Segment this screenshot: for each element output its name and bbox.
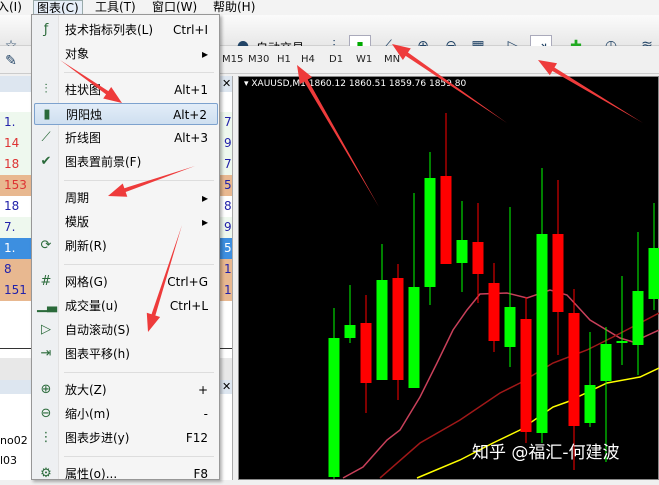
candle-body	[329, 338, 340, 477]
menu-item[interactable]: ƒ 技术指标列表(L) Ctrl+I	[34, 19, 218, 41]
menu-item-label: 成交量(u)	[65, 295, 118, 317]
menu-item-label: 属性(o)...	[65, 463, 117, 485]
menu-item-shortcut: F8	[193, 463, 208, 485]
menu-item-label: 缩小(m)	[65, 403, 110, 425]
volume-icon: ▁▃	[37, 297, 55, 315]
menu-item-label: 技术指标列表(L)	[65, 19, 153, 41]
line-chart-icon: ⟋	[37, 129, 55, 147]
menu-separator	[64, 456, 214, 457]
menu-separator	[64, 264, 214, 265]
candle-body	[537, 234, 548, 433]
menu-item[interactable]: ⟋ 折线图 Alt+3	[34, 127, 218, 149]
candle-body	[345, 325, 356, 338]
candle-body	[409, 287, 420, 388]
menu-item-shortcut: ▸	[202, 43, 208, 65]
candle-body	[425, 178, 436, 287]
candle-body	[505, 307, 516, 347]
candle-body	[393, 278, 404, 380]
menu-item[interactable]: ⟳ 刷新(R)	[34, 235, 218, 257]
menu-item-label: 模版	[65, 211, 89, 233]
candle-body	[633, 291, 644, 345]
menu-item-label: 图表置前景(F)	[65, 151, 141, 173]
candle-body	[441, 176, 452, 264]
menu-item[interactable]: # 网格(G) Ctrl+G	[34, 271, 218, 293]
menu-item[interactable]: ⇥ 图表平移(h)	[34, 343, 218, 365]
charts-dropdown-menu: ƒ 技术指标列表(L) Ctrl+I 对象 ▸ ⫶ 柱状图 Alt+1 ▮ 阴阳烛 Alt+2 ⟋ 折线…	[31, 14, 220, 480]
menu-item[interactable]: ▮ 阴阳烛 Alt+2	[34, 103, 218, 125]
candle-body	[361, 323, 372, 383]
candle-body	[377, 280, 388, 380]
menu-item-shortcut: F12	[186, 427, 208, 449]
menu-item-shortcut: -	[204, 403, 208, 425]
menu-item-shortcut: ▸	[202, 211, 208, 233]
menu-item-label: 对象	[65, 43, 89, 65]
menu-item[interactable]: ⊕ 放大(Z) +	[34, 379, 218, 401]
menu-item-label: 折线图	[65, 127, 101, 149]
refresh-icon: ⟳	[37, 237, 55, 255]
menu-item-shortcut: Ctrl+G	[167, 271, 208, 293]
menu-item-shortcut: ▸	[202, 187, 208, 209]
zoom-out-icon: ⊖	[37, 405, 55, 423]
candle-body	[569, 313, 580, 426]
menu-item[interactable]: ✔ 图表置前景(F)	[34, 151, 218, 173]
menu-item-label: 图表平移(h)	[65, 343, 130, 365]
menu-item[interactable]: ⊖ 缩小(m) -	[34, 403, 218, 425]
menu-item[interactable]: 对象 ▸	[34, 43, 218, 65]
menu-item-shortcut: Alt+1	[174, 79, 208, 101]
auto-scroll-icon: ▷	[37, 321, 55, 339]
zoom-in-icon: ⊕	[37, 381, 55, 399]
properties-icon: ⚙	[37, 465, 55, 483]
watermark: 知乎 @福汇-何建波	[472, 438, 620, 463]
menu-item-label: 周期	[65, 187, 89, 209]
candle-body	[489, 283, 500, 341]
chart-shift-icon: ⇥	[37, 345, 55, 363]
menu-item[interactable]: 周期 ▸	[34, 187, 218, 209]
menu-item[interactable]: ⚙ 属性(o)... F8	[34, 463, 218, 485]
menu-item-label: 放大(Z)	[65, 379, 107, 401]
menu-item-label: 网格(G)	[65, 271, 108, 293]
candle-body	[585, 385, 596, 423]
menu-item[interactable]: ⋮ 图表步进(y) F12	[34, 427, 218, 449]
menu-separator	[64, 372, 214, 373]
menu-item-shortcut: Ctrl+I	[173, 19, 208, 41]
menu-item-shortcut: +	[198, 379, 208, 401]
candle-body	[457, 240, 468, 263]
menu-item[interactable]: 模版 ▸	[34, 211, 218, 233]
bar-chart-icon: ⫶	[37, 81, 55, 99]
menu-item-label: 图表步进(y)	[65, 427, 129, 449]
menu-separator	[64, 180, 214, 181]
check-icon: ✔	[37, 153, 55, 171]
menu-item[interactable]: ▷ 自动滚动(S)	[34, 319, 218, 341]
menu-item-shortcut: Ctrl+L	[170, 295, 208, 317]
candle-body	[601, 344, 612, 381]
candle-body	[473, 242, 484, 274]
menu-item-label: 刷新(R)	[65, 235, 107, 257]
candle-body	[649, 248, 659, 299]
menu-item-label: 自动滚动(S)	[65, 319, 130, 341]
menu-item-label: 柱状图	[65, 79, 101, 101]
menu-item-shortcut: Alt+2	[173, 104, 207, 126]
grid-icon: #	[37, 273, 55, 291]
menu-item[interactable]: ▁▃ 成交量(u) Ctrl+L	[34, 295, 218, 317]
menu-item-label: 阴阳烛	[66, 104, 102, 126]
menu-item-shortcut: Alt+3	[174, 127, 208, 149]
candle-body	[553, 234, 564, 312]
candlestick-icon: ▮	[38, 106, 56, 124]
step-icon: ⋮	[37, 429, 55, 447]
indicator-list-icon: ƒ	[37, 21, 55, 39]
candle-body	[617, 341, 628, 343]
menu-separator	[64, 72, 214, 73]
candle-body	[521, 319, 532, 432]
menu-item[interactable]: ⫶ 柱状图 Alt+1	[34, 79, 218, 101]
